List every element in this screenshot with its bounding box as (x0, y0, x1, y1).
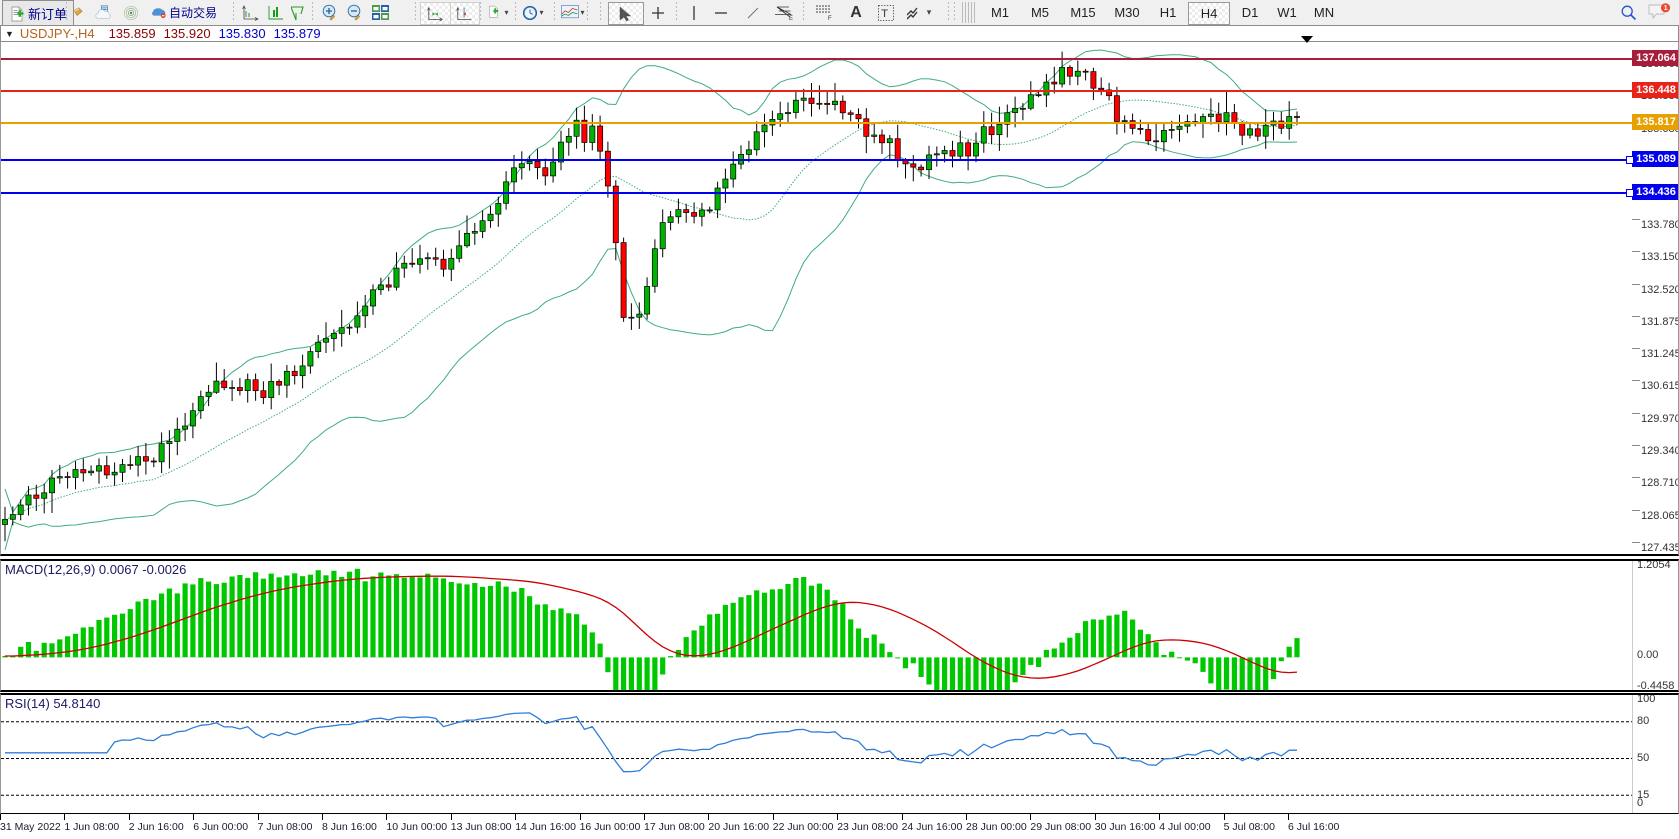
svg-text:1: 1 (1664, 5, 1668, 12)
svg-text:F: F (828, 16, 832, 21)
svg-text:E: E (789, 16, 793, 21)
svg-text:T: T (881, 8, 888, 20)
